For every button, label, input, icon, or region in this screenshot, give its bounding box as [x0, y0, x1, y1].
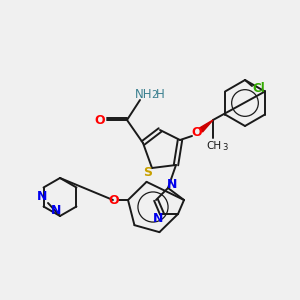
Text: O: O — [109, 194, 119, 206]
Text: N: N — [167, 178, 177, 190]
Text: N: N — [153, 212, 163, 224]
Text: 2: 2 — [151, 90, 157, 100]
Text: O: O — [95, 113, 105, 127]
Text: N: N — [51, 205, 61, 218]
Text: O: O — [192, 125, 202, 139]
Text: CH: CH — [206, 141, 222, 151]
Text: S: S — [143, 167, 152, 179]
Polygon shape — [200, 120, 213, 132]
Text: 3: 3 — [222, 143, 228, 152]
Text: Cl: Cl — [253, 82, 266, 94]
Text: NH: NH — [135, 88, 153, 101]
Text: N: N — [37, 190, 47, 202]
Text: H: H — [156, 88, 164, 101]
